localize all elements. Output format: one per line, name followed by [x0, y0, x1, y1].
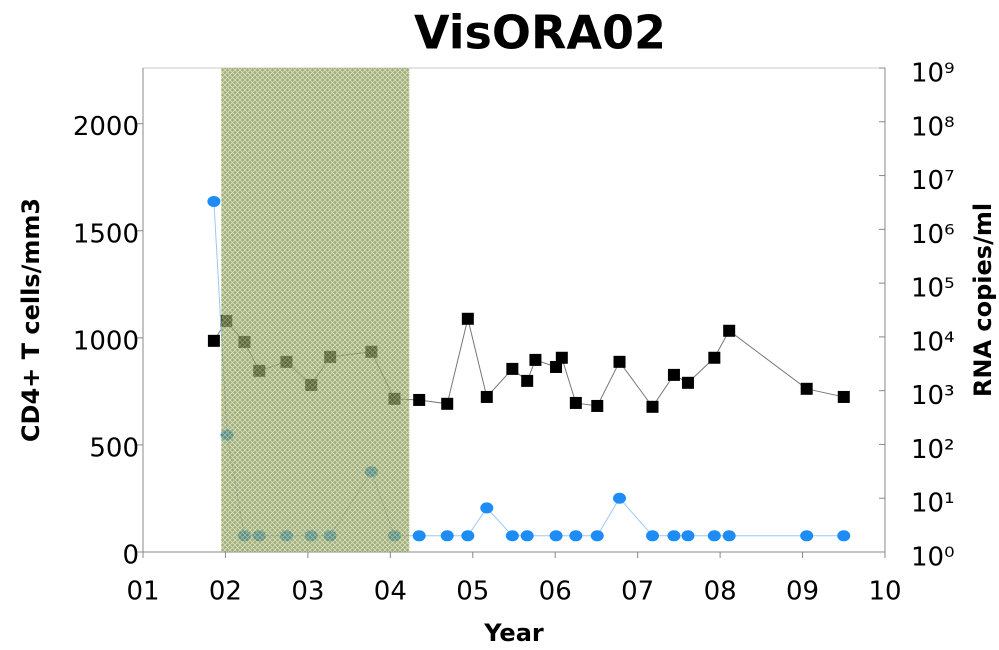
- y2-tick-label: 10⁰: [911, 543, 955, 573]
- y2-tick-label: 10²: [911, 435, 955, 465]
- x-tick-label: 07: [621, 577, 654, 607]
- x-tick-label: 04: [374, 577, 407, 607]
- x-axis-label: Year: [483, 619, 544, 647]
- data-point: [440, 530, 454, 542]
- x-tick-label: 10: [868, 577, 901, 607]
- data-point: [569, 530, 583, 542]
- data-point: [646, 400, 659, 413]
- data-point: [555, 351, 568, 364]
- data-point: [441, 397, 454, 410]
- y2-tick-label: 10³: [911, 381, 955, 411]
- data-point: [708, 351, 721, 364]
- data-point: [569, 396, 582, 409]
- data-point: [722, 530, 736, 542]
- y2-tick-label: 10⁵: [911, 274, 955, 304]
- data-point: [505, 530, 519, 542]
- x-tick-label: 03: [291, 577, 324, 607]
- y-tick-label: 1500: [73, 219, 139, 249]
- data-point: [550, 360, 563, 373]
- data-point: [837, 530, 851, 542]
- y2-axis-label: RNA copies/ml: [969, 203, 997, 397]
- x-tick-label: 06: [539, 577, 572, 607]
- y2-tick-label: 10⁹: [911, 59, 955, 89]
- y-tick-label: 500: [89, 433, 139, 463]
- y2-tick-label: 10⁸: [911, 112, 955, 142]
- y2-tick-label: 10¹: [911, 489, 955, 519]
- data-point: [480, 502, 494, 514]
- data-point: [549, 530, 563, 542]
- data-point: [800, 530, 814, 542]
- x-tick-label: 01: [126, 577, 159, 607]
- data-point: [207, 334, 220, 347]
- data-point: [681, 530, 695, 542]
- y-tick-label: 2000: [73, 112, 139, 142]
- y2-tick-label: 10⁷: [911, 166, 955, 196]
- data-point: [667, 368, 680, 381]
- data-point: [520, 530, 534, 542]
- data-point: [707, 530, 721, 542]
- data-point: [529, 353, 542, 366]
- shaded-region: [221, 68, 410, 552]
- data-point: [646, 530, 660, 542]
- data-point: [613, 355, 626, 368]
- data-point: [461, 530, 475, 542]
- x-tick-label: 02: [209, 577, 242, 607]
- data-point: [591, 399, 604, 412]
- data-point: [413, 393, 426, 406]
- data-point: [506, 362, 519, 375]
- data-point: [667, 530, 681, 542]
- y2-tick-label: 10⁴: [911, 327, 955, 357]
- data-point: [613, 492, 627, 504]
- data-point: [461, 312, 474, 325]
- data-point: [480, 390, 493, 403]
- y-tick-label: 1000: [73, 326, 139, 356]
- y2-tick-label: 10⁶: [911, 220, 955, 250]
- x-tick-label: 09: [786, 577, 819, 607]
- y-tick-label: 0: [122, 541, 139, 571]
- data-point: [412, 530, 426, 542]
- data-point: [800, 382, 813, 395]
- data-point: [590, 530, 604, 542]
- data-point: [521, 374, 534, 387]
- x-tick-label: 05: [456, 577, 489, 607]
- data-point: [723, 324, 736, 337]
- data-point: [681, 376, 694, 389]
- data-point: [207, 195, 221, 207]
- chart-title: VisORA02: [414, 6, 666, 60]
- x-tick-label: 08: [704, 577, 737, 607]
- data-point: [837, 390, 850, 403]
- y-axis-label: CD4+ T cells/mm3: [17, 198, 45, 442]
